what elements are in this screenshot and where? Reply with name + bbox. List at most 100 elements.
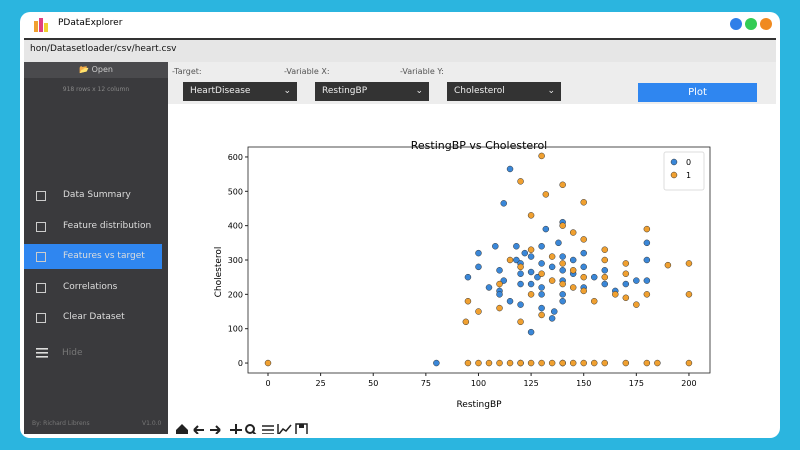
point: [559, 291, 566, 298]
legend-label: 0: [686, 158, 691, 167]
point: [633, 301, 640, 308]
point: [548, 253, 556, 260]
point: [580, 263, 587, 271]
point: [513, 256, 520, 264]
dataset-info: 918 rows x 12 column: [62, 86, 130, 93]
menu-item[interactable]: Feature distribution: [24, 214, 162, 239]
point: [559, 267, 566, 274]
point: [527, 253, 535, 260]
point: [559, 253, 566, 260]
point: [527, 291, 535, 298]
point: [513, 243, 520, 250]
target-dropdown[interactable]: HeartDisease ⌄: [183, 82, 297, 101]
point: [580, 273, 587, 281]
point: [517, 270, 524, 277]
point: [538, 359, 545, 367]
menu-item[interactable]: Correlations: [24, 275, 162, 300]
point: [496, 359, 503, 367]
point: [485, 359, 493, 367]
point: [517, 263, 524, 271]
open-button[interactable]: 📂 Open: [24, 62, 168, 78]
version: V1.0.0: [142, 420, 162, 427]
point: [569, 229, 577, 236]
point: [643, 277, 651, 284]
chart: RestingBP vs Cholesterol RestingBP Chole…: [176, 139, 711, 434]
point: [643, 291, 651, 298]
point: [485, 284, 493, 291]
x-dropdown[interactable]: RestingBP ⌄: [315, 82, 429, 101]
y-axis-label: Cholesterol: [214, 247, 224, 298]
point: [527, 328, 535, 336]
point: [517, 178, 524, 185]
menu-item[interactable]: Data Summary: [24, 183, 162, 208]
open-text: Open: [91, 65, 113, 74]
target-label: -Target:: [172, 67, 202, 76]
point: [590, 359, 598, 367]
hide-text[interactable]: Hide: [62, 348, 83, 358]
point: [559, 181, 566, 189]
point: [685, 359, 693, 367]
point: [580, 249, 587, 257]
point: [601, 280, 609, 288]
x-tick-label: 75: [421, 379, 431, 388]
y-tick-label: 200: [228, 290, 243, 299]
legend-label: 1: [686, 171, 691, 180]
point: [517, 301, 524, 308]
x-tick-label: 175: [629, 379, 644, 388]
point: [685, 260, 693, 267]
legend-box: [663, 151, 705, 191]
window-title: PDataExplorer: [58, 18, 123, 28]
target-value: HeartDisease: [190, 86, 251, 96]
point: [580, 359, 587, 367]
point: [492, 243, 499, 250]
point: [580, 199, 587, 206]
point: [548, 359, 556, 367]
menu-icon: [36, 252, 46, 262]
window-buttons[interactable]: [728, 17, 776, 31]
point: [569, 267, 577, 274]
point: [559, 297, 566, 305]
point: [464, 359, 472, 367]
point: [538, 311, 545, 319]
point: [527, 212, 535, 219]
point: [580, 287, 587, 295]
point: [506, 256, 514, 264]
point: [590, 273, 598, 281]
point: [643, 359, 651, 367]
point: [643, 239, 651, 247]
point: [538, 284, 545, 291]
plot-button[interactable]: Plot: [638, 83, 757, 102]
menu-icon: [36, 191, 46, 201]
point: [643, 256, 651, 264]
point: [612, 291, 619, 298]
point: [521, 249, 529, 257]
menu-item[interactable]: Clear Dataset: [24, 305, 162, 330]
point: [548, 263, 556, 271]
point: [550, 308, 558, 315]
point: [464, 297, 472, 305]
menu-icon: [36, 282, 46, 293]
y-tick-label: 300: [228, 256, 243, 265]
point: [685, 291, 693, 298]
point: [538, 270, 545, 277]
point: [538, 260, 545, 267]
point: [643, 225, 651, 233]
toolbar[interactable]: [176, 423, 308, 434]
point: [506, 165, 514, 173]
menu-icon: [36, 221, 46, 232]
point: [601, 273, 609, 281]
point: [542, 191, 550, 198]
x-label: -Variable X:: [284, 67, 330, 76]
plot-frame: [247, 146, 711, 374]
point: [542, 225, 550, 233]
point: [559, 280, 566, 288]
menu-icon: [36, 313, 46, 323]
y-dropdown[interactable]: Cholesterol ⌄: [447, 82, 561, 101]
point: [462, 318, 470, 326]
point: [496, 280, 503, 288]
point: [622, 359, 630, 367]
menu-item[interactable]: Features vs target: [24, 244, 162, 269]
point: [601, 246, 609, 253]
point: [601, 267, 609, 274]
point: [538, 304, 545, 312]
